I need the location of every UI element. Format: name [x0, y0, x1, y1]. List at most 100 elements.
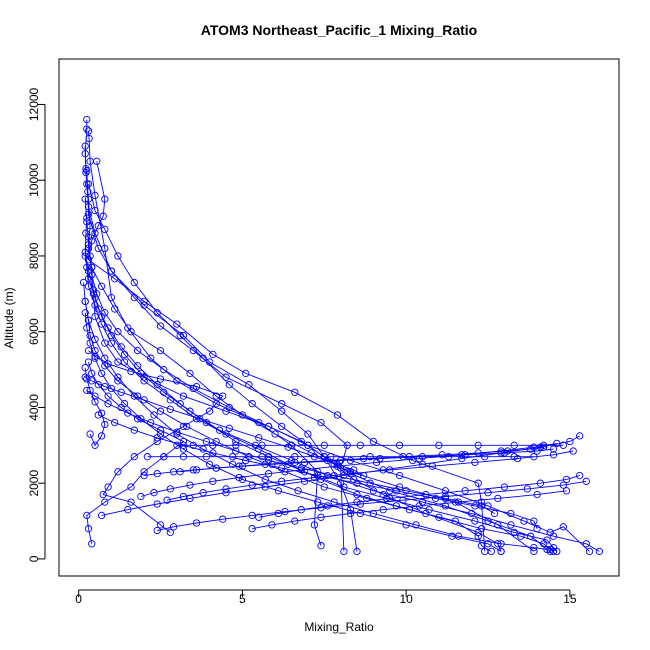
data-point [258, 441, 266, 449]
data-point [445, 453, 453, 461]
data-point [133, 346, 142, 355]
data-point [222, 373, 230, 381]
chart-title: ATOM3 Northeast_Pacific_1 Mixing_Ratio [201, 22, 477, 38]
data-point [140, 396, 148, 404]
data-point [363, 494, 371, 503]
data-point [83, 214, 91, 222]
y-tick-label: 12000 [27, 87, 41, 121]
data-point [484, 540, 492, 548]
data-point [84, 127, 93, 135]
data-point [99, 212, 107, 220]
data-point [497, 547, 505, 556]
data-point [553, 439, 561, 448]
data-point [435, 513, 443, 521]
data-point [507, 509, 515, 518]
data-point [117, 388, 125, 396]
data-point [530, 517, 538, 525]
data-point [494, 494, 502, 503]
data-point [232, 441, 240, 449]
data-point [353, 479, 361, 487]
data-point [300, 477, 309, 485]
data-point [107, 267, 116, 275]
data-point [137, 492, 145, 501]
data-point [86, 252, 94, 260]
data-point [242, 456, 250, 465]
data-point [297, 464, 305, 472]
data-point [104, 360, 112, 368]
data-point [441, 487, 450, 495]
data-point [549, 451, 558, 459]
data-point [133, 392, 142, 400]
data-point [356, 509, 364, 518]
y-tick-label: 8000 [27, 242, 41, 269]
data-point [484, 489, 492, 497]
series-line [252, 490, 567, 530]
data-point [101, 225, 109, 234]
data-point [91, 441, 99, 449]
data-point [228, 460, 237, 468]
data-point [104, 400, 112, 408]
data-point [392, 487, 400, 495]
data-point [84, 180, 93, 188]
data-point [81, 373, 89, 381]
data-point [504, 447, 512, 455]
data-point [140, 377, 148, 385]
data-point [540, 441, 548, 449]
data-point [225, 424, 233, 432]
data-point [124, 506, 132, 514]
data-point [461, 451, 469, 459]
series-9 [84, 233, 594, 556]
data-point [101, 382, 109, 391]
data-point [209, 350, 217, 359]
data-point [346, 509, 355, 518]
series-15 [84, 346, 227, 537]
data-point [530, 543, 538, 552]
data-point [84, 282, 93, 290]
data-point [111, 418, 119, 427]
data-point [86, 339, 94, 347]
data-point [192, 466, 201, 474]
data-point [173, 320, 181, 328]
data-point [228, 453, 237, 461]
data-point [320, 441, 328, 449]
data-point [379, 506, 387, 514]
data-point [83, 167, 91, 175]
data-point [150, 489, 158, 497]
data-point [536, 479, 545, 487]
data-point [222, 430, 230, 438]
data-point [153, 470, 161, 478]
data-point [83, 115, 91, 124]
data-point [317, 504, 325, 512]
data-point [317, 542, 325, 550]
data-point [91, 191, 99, 200]
series-line [88, 183, 502, 552]
data-point [179, 445, 188, 453]
data-point [546, 528, 554, 537]
data-point [150, 411, 158, 419]
series-line [88, 130, 322, 546]
data-point [166, 528, 174, 537]
data-point [271, 430, 279, 438]
data-point [497, 540, 505, 548]
data-point [179, 492, 188, 501]
data-point [232, 447, 240, 455]
data-point [359, 454, 368, 463]
data-point [340, 471, 348, 480]
data-point [431, 494, 440, 503]
data-point [179, 392, 188, 400]
data-point [160, 453, 168, 461]
series-line [84, 367, 106, 447]
data-point [533, 490, 541, 499]
data-point [153, 526, 161, 535]
data-point [153, 381, 161, 389]
data-point [82, 229, 90, 237]
data-point [353, 498, 361, 506]
data-point [176, 468, 184, 476]
data-point [278, 477, 286, 485]
data-point [510, 441, 518, 449]
y-axis-label: Altitude (m) [2, 287, 16, 348]
data-point [314, 498, 322, 506]
data-point [133, 362, 142, 370]
data-point [595, 547, 604, 556]
data-point [140, 468, 148, 476]
